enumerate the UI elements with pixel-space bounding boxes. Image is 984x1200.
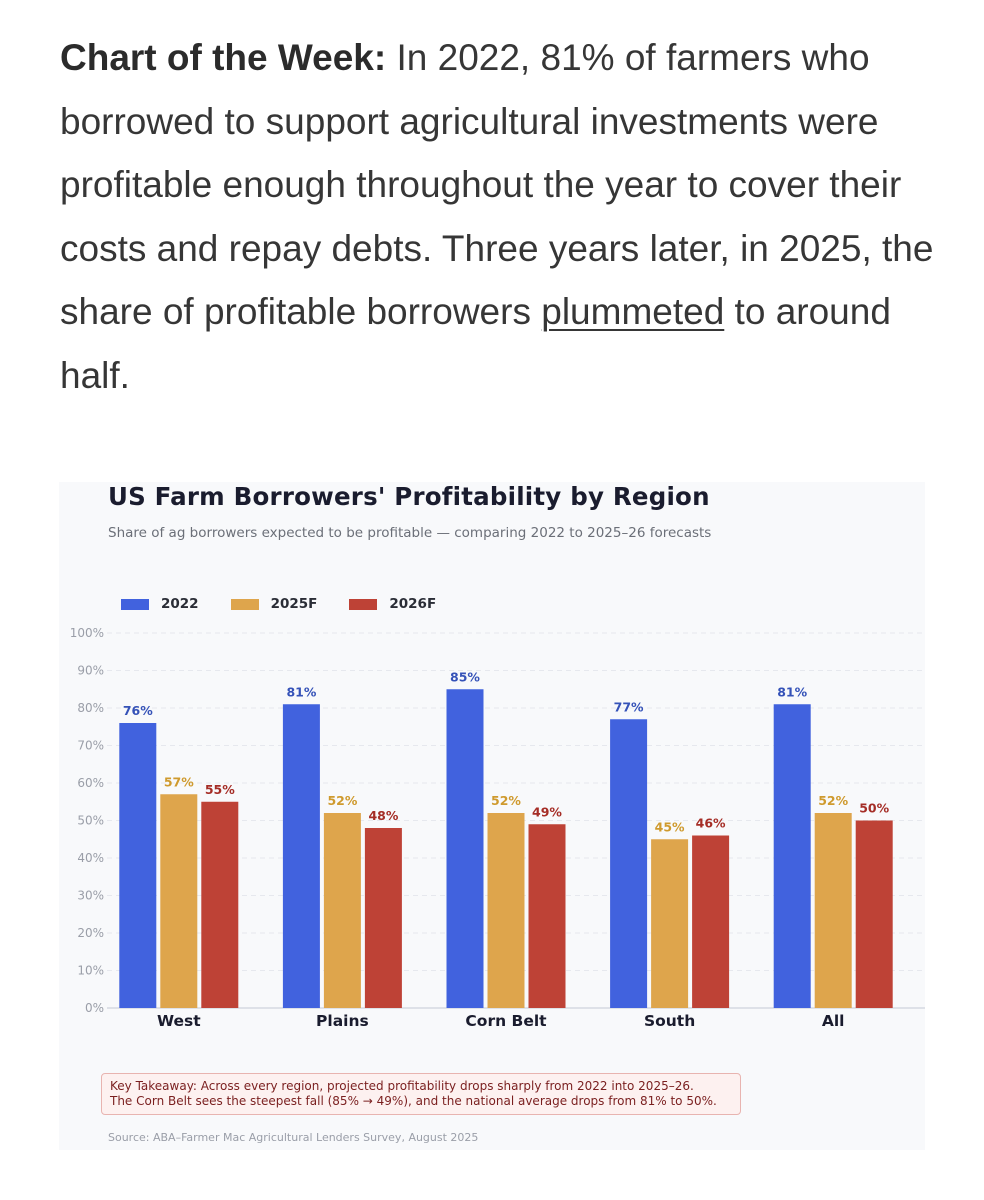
bar-2025f-plains bbox=[323, 813, 361, 1008]
x-category-label: South bbox=[644, 1012, 695, 1030]
x-category-label: All bbox=[822, 1012, 845, 1030]
y-tick-label: 90% bbox=[77, 664, 104, 678]
plummeted-link[interactable]: plummeted bbox=[541, 291, 725, 332]
bar-2026f-south bbox=[692, 835, 730, 1008]
y-tick-label: 60% bbox=[77, 776, 104, 790]
bar-2022-corn-belt bbox=[446, 689, 484, 1008]
legend-label-2022: 2022 bbox=[161, 596, 199, 612]
bar-2022-all bbox=[773, 704, 811, 1008]
y-tick-label: 0% bbox=[85, 1001, 104, 1015]
legend-label-2025f: 2025F bbox=[270, 596, 318, 612]
bar-value-label: 57% bbox=[164, 774, 194, 789]
y-tick-label: 100% bbox=[70, 626, 104, 640]
bar-2026f-plains bbox=[364, 828, 402, 1008]
intro-lead: Chart of the Week: bbox=[60, 37, 387, 78]
chart-title: US Farm Borrowers' Profitability by Regi… bbox=[108, 482, 710, 511]
bar-value-label: 81% bbox=[777, 684, 807, 699]
bar-2025f-all bbox=[814, 813, 852, 1008]
bar-2025f-corn-belt bbox=[487, 813, 525, 1008]
bar-2022-plains bbox=[282, 704, 320, 1008]
legend-label-2026f: 2026F bbox=[389, 596, 437, 612]
y-tick-label: 20% bbox=[77, 926, 104, 940]
legend-item-2025f: 2025F bbox=[230, 596, 318, 612]
source-note: Source: ABA–Farmer Mac Agricultural Lend… bbox=[108, 1131, 479, 1144]
chart-subtitle: Share of ag borrowers expected to be pro… bbox=[108, 525, 712, 541]
bar-2022-west bbox=[119, 723, 157, 1008]
article-intro: Chart of the Week: In 2022, 81% of farme… bbox=[60, 26, 940, 407]
takeaway-line-2: The Corn Belt sees the steepest fall (85… bbox=[110, 1094, 717, 1108]
legend-swatch-2022 bbox=[121, 598, 149, 610]
bar-value-label: 55% bbox=[205, 782, 235, 797]
bar-2026f-all bbox=[855, 820, 893, 1008]
y-tick-label: 30% bbox=[77, 889, 104, 903]
bar-value-label: 81% bbox=[286, 684, 316, 699]
legend-item-2022: 2022 bbox=[121, 596, 199, 612]
intro-text-2: to around half. bbox=[60, 291, 891, 396]
chart-card: US Farm Borrowers' Profitability by Regi… bbox=[59, 482, 925, 1150]
bar-value-label: 50% bbox=[859, 801, 889, 816]
x-category-label: Plains bbox=[316, 1012, 369, 1030]
bar-value-label: 49% bbox=[532, 804, 562, 819]
takeaway-line-1: Key Takeaway: Across every region, proje… bbox=[110, 1079, 694, 1093]
bar-value-label: 45% bbox=[655, 819, 685, 834]
bar-value-label: 52% bbox=[327, 793, 357, 808]
intro-text-1: In 2022, 81% of farmers who borrowed to … bbox=[60, 37, 934, 332]
y-tick-label: 80% bbox=[77, 701, 104, 715]
bar-value-label: 48% bbox=[368, 808, 398, 823]
bar-value-label: 77% bbox=[614, 699, 644, 714]
y-tick-label: 70% bbox=[77, 739, 104, 753]
chart-legend: 2022 2025F 2026F bbox=[121, 596, 436, 612]
legend-swatch-2026f bbox=[349, 598, 378, 610]
bar-2025f-south bbox=[651, 839, 689, 1008]
bar-value-label: 76% bbox=[123, 703, 153, 718]
legend-swatch-2025f bbox=[230, 598, 259, 610]
bar-2026f-corn-belt bbox=[528, 824, 566, 1008]
y-tick-label: 10% bbox=[77, 964, 104, 978]
y-tick-label: 40% bbox=[77, 851, 104, 865]
bar-2026f-west bbox=[201, 801, 239, 1008]
bar-value-label: 46% bbox=[696, 816, 726, 831]
bar-value-label: 85% bbox=[450, 669, 480, 684]
bar-2025f-west bbox=[160, 794, 198, 1008]
y-tick-label: 50% bbox=[77, 814, 104, 828]
bar-chart: 0% 10% 20% 30% 40% 50% 60% 70% 80% 90% 100% 76% 57% 5… bbox=[70, 626, 925, 1030]
bar-value-label: 52% bbox=[818, 793, 848, 808]
x-category-label: Corn Belt bbox=[465, 1012, 547, 1030]
x-category-label: West bbox=[157, 1012, 201, 1030]
key-takeaway-box: Key Takeaway: Across every region, proje… bbox=[101, 1073, 741, 1115]
bar-value-label: 52% bbox=[491, 793, 521, 808]
bar-2022-south bbox=[610, 719, 648, 1008]
legend-item-2026f: 2026F bbox=[349, 596, 436, 612]
